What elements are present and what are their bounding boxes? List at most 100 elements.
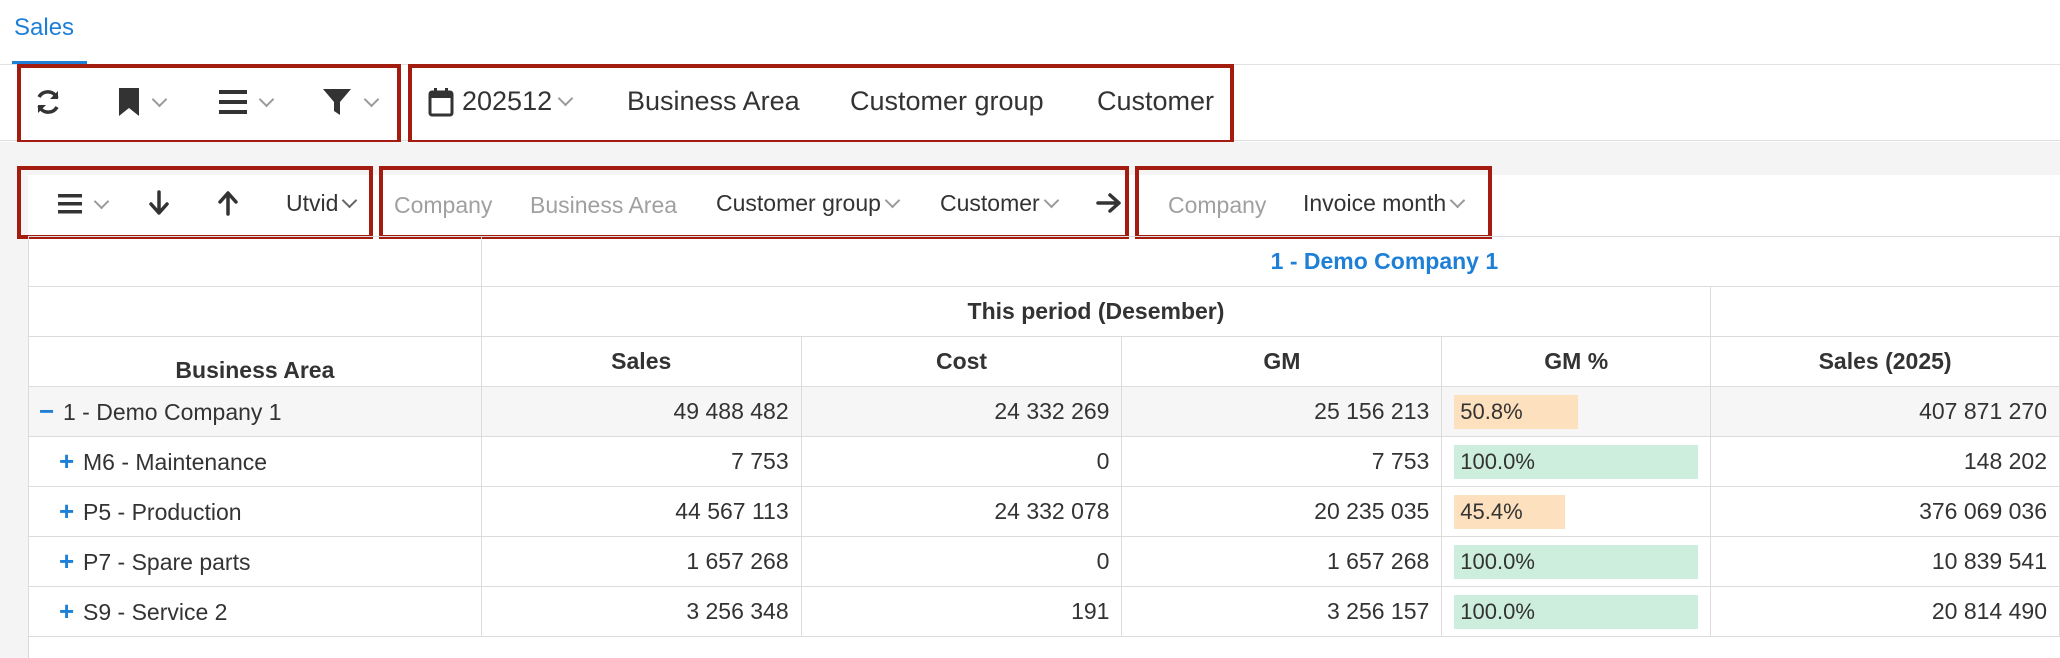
bookmark-button[interactable]	[118, 87, 168, 117]
period-selector[interactable]: 202512	[428, 86, 574, 117]
row-label-cell: + P7 - Spare parts	[28, 536, 482, 587]
row-label: M6 - Maintenance	[83, 449, 268, 475]
refresh-icon	[37, 90, 59, 114]
collapse-icon[interactable]: −	[39, 396, 55, 426]
row-header-business-area[interactable]: Business Area	[28, 336, 482, 387]
tab-sales[interactable]: Sales	[14, 14, 75, 41]
table-row: + M6 - Maintenance 7 753 0 7 753 100.0% 1…	[28, 436, 2060, 487]
cell-sales-year: 407 871 270	[1710, 386, 2060, 437]
column-header-cost[interactable]: Cost	[800, 336, 1123, 387]
list-icon	[58, 194, 82, 214]
cell-gm: 25 156 213	[1121, 386, 1443, 437]
chevron-down-icon	[1449, 192, 1466, 209]
arrow-up-icon	[218, 191, 238, 216]
pivot-menu-button[interactable]	[58, 193, 110, 215]
row-dim-company[interactable]: Company	[394, 192, 493, 218]
cell-gm-pct: 100.0%	[1441, 586, 1712, 637]
row-dim-customer-label: Customer	[940, 190, 1040, 216]
row-label: P5 - Production	[83, 499, 242, 525]
gm-pct-value: 45.4%	[1460, 498, 1523, 524]
cell-cost: 24 332 269	[800, 386, 1123, 437]
cell-cost: 0	[800, 536, 1123, 587]
cell-gm: 3 256 157	[1121, 586, 1443, 637]
gm-pct-bar: 100.0%	[1454, 544, 1699, 579]
expand-label: Utvid	[286, 190, 339, 216]
chevron-down-icon	[93, 193, 110, 209]
table-row: + S9 - Service 2 3 256 348 191 3 256 157 …	[28, 586, 2060, 637]
company-header-cell: 1 - Demo Company 1	[480, 236, 2060, 287]
period-header: This period (Desember)	[480, 286, 1712, 337]
cell-cost: 0	[800, 436, 1123, 487]
cell-gm-pct: 45.4%	[1441, 486, 1712, 537]
cell-gm-pct: 50.8%	[1441, 386, 1712, 437]
cell-sales-year: 20 814 490	[1710, 586, 2060, 637]
cell-sales-year: 148 202	[1710, 436, 2060, 487]
filter-button[interactable]	[322, 87, 380, 117]
expand-icon[interactable]: +	[59, 546, 75, 576]
cell-gm-pct: 100.0%	[1441, 536, 1712, 587]
column-header-sales[interactable]: Sales	[480, 336, 802, 387]
tab-active-indicator	[12, 61, 87, 64]
move-dimension-button[interactable]	[1096, 191, 1122, 215]
company-header[interactable]: 1 - Demo Company 1	[1270, 248, 1499, 274]
main-toolbar	[0, 66, 2060, 141]
cell-cost: 24 332 078	[800, 486, 1123, 537]
expand-icon[interactable]: +	[59, 446, 75, 476]
gm-pct-value: 100.0%	[1460, 448, 1535, 474]
column-header-gm-pct[interactable]: GM %	[1441, 336, 1712, 387]
row-dim-business-area[interactable]: Business Area	[530, 192, 678, 218]
dimension-customer[interactable]: Customer	[1097, 86, 1215, 116]
cell-sales: 49 488 482	[480, 386, 802, 437]
chevron-down-icon	[1043, 192, 1059, 209]
expand-icon[interactable]: +	[59, 496, 75, 526]
cell-sales: 3 256 348	[480, 586, 802, 637]
filter-icon	[323, 89, 351, 115]
chevron-down-icon	[151, 91, 168, 107]
gm-pct-value: 100.0%	[1460, 598, 1535, 624]
refresh-button[interactable]	[33, 87, 63, 117]
pivot-grid: 1 - Demo Company 1 This period (Desember…	[28, 236, 2060, 637]
cell-gm: 7 753	[1121, 436, 1443, 487]
cell-gm: 1 657 268	[1121, 536, 1443, 587]
col-dim-company[interactable]: Company	[1168, 192, 1267, 218]
cell-gm-pct: 100.0%	[1441, 436, 1712, 487]
chevron-down-icon	[363, 91, 380, 107]
cell-sales: 7 753	[480, 436, 802, 487]
table-row: −1 - Demo Company 1 49 488 482 24 332 26…	[28, 386, 2060, 437]
gm-pct-bar: 50.8%	[1454, 394, 1579, 429]
dimension-business-area[interactable]: Business Area	[627, 86, 800, 116]
column-header-gm[interactable]: GM	[1121, 336, 1443, 387]
view-menu-button[interactable]	[219, 89, 275, 115]
cell-sales: 1 657 268	[480, 536, 802, 587]
expand-icon[interactable]: +	[59, 596, 75, 626]
chevron-down-icon	[258, 91, 275, 107]
col-dim-invoice-month[interactable]: Invoice month	[1303, 190, 1466, 217]
dimension-customer-group[interactable]: Customer group	[850, 86, 1044, 116]
list-icon	[219, 90, 247, 114]
sort-down-button[interactable]	[148, 190, 170, 216]
chevron-down-icon	[557, 90, 574, 107]
row-dim-customer[interactable]: Customer	[940, 190, 1059, 217]
row-label-cell: + M6 - Maintenance	[28, 436, 482, 487]
period-header-next	[1710, 286, 2060, 337]
gm-pct-bar: 100.0%	[1454, 594, 1699, 629]
corner-cell	[28, 286, 482, 337]
row-label-cell: + P5 - Production	[28, 486, 482, 537]
cell-sales-year: 376 069 036	[1710, 486, 2060, 537]
row-dim-customer-group[interactable]: Customer group	[716, 190, 901, 217]
gm-pct-bar: 45.4%	[1454, 494, 1565, 529]
expand-menu-button[interactable]: Utvid	[286, 190, 358, 217]
gm-pct-value: 100.0%	[1460, 548, 1535, 574]
row-dim-customer-group-label: Customer group	[716, 190, 881, 216]
gm-pct-bar: 100.0%	[1454, 444, 1699, 479]
column-header-sales-year[interactable]: Sales (2025)	[1710, 336, 2060, 387]
arrow-right-icon	[1096, 193, 1121, 213]
bookmark-icon	[119, 88, 139, 116]
arrow-down-icon	[149, 190, 169, 215]
corner-cell	[28, 236, 482, 287]
tab-bar	[0, 0, 2060, 65]
cell-cost: 191	[800, 586, 1123, 637]
gm-pct-value: 50.8%	[1460, 398, 1523, 424]
sort-up-button[interactable]	[217, 190, 239, 216]
table-row: + P5 - Production 44 567 113 24 332 078 2…	[28, 486, 2060, 537]
